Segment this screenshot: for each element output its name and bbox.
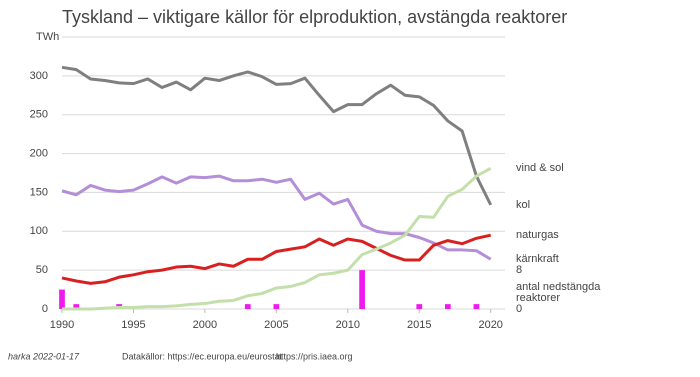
x-tick-label: 2005: [264, 319, 288, 331]
bar: [416, 304, 423, 309]
line: [61, 65, 493, 206]
series-label: kärnkraft: [516, 253, 559, 265]
bar: [444, 304, 451, 309]
y2-tick-label: 8: [516, 264, 522, 276]
y-tick-label: 50: [36, 264, 48, 276]
bar: [273, 304, 280, 309]
bar: [473, 304, 480, 309]
line: [62, 167, 492, 311]
y-tick-label: 200: [30, 147, 48, 159]
bar: [73, 304, 80, 309]
line: [61, 174, 492, 261]
bar: [359, 270, 365, 309]
footer-source: https://pris.iaea.org: [276, 351, 353, 361]
chart-title: Tyskland – viktigare källor för elproduk…: [62, 7, 567, 27]
series-label: vind & sol: [516, 162, 564, 174]
x-tick-label: 2000: [193, 319, 217, 331]
y2-tick-label: 0: [516, 303, 522, 315]
x-tick-label: 2020: [478, 319, 502, 331]
line: [61, 233, 492, 285]
x-tick-label: 2010: [336, 319, 360, 331]
annotation: reaktorer: [516, 292, 560, 304]
footer-author: harka 2022-01-17: [8, 351, 80, 361]
series-label: kol: [516, 199, 530, 211]
bar: [59, 289, 65, 309]
footer-source: Datakällor: https://ec.europa.eu/eurosta…: [122, 351, 283, 361]
y-tick-label: 100: [30, 225, 48, 237]
y-tick-label: 250: [30, 109, 48, 121]
y-tick-label: TWh: [36, 31, 59, 43]
y-tick-label: 300: [30, 70, 48, 82]
y-tick-label: 150: [30, 186, 48, 198]
bar: [244, 304, 251, 309]
annotation: antal nedstängda: [516, 281, 601, 293]
x-tick-label: 2015: [407, 319, 431, 331]
x-tick-label: 1990: [50, 319, 74, 331]
series-label: naturgas: [516, 229, 559, 241]
y-tick-label: 0: [42, 303, 48, 315]
x-tick-label: 1995: [121, 319, 145, 331]
